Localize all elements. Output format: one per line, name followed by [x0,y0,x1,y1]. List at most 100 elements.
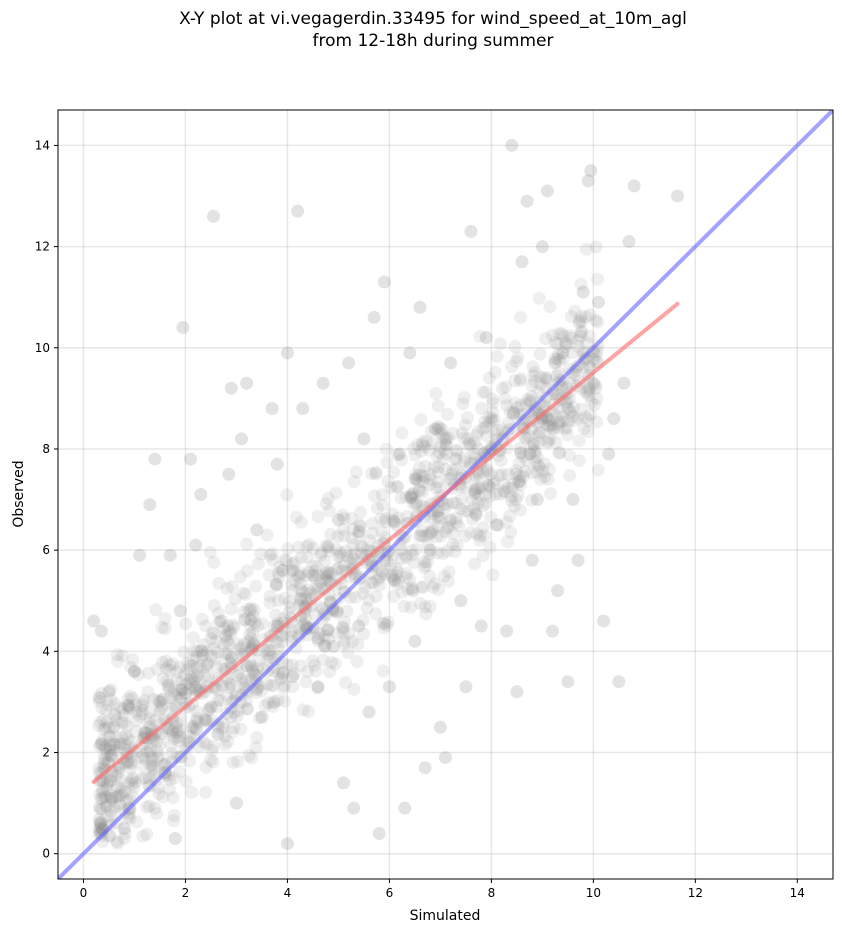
data-point [115,649,129,663]
data-point [410,496,424,510]
data-point [553,445,567,459]
data-point [337,529,351,543]
data-point [285,658,299,672]
data-point [185,785,199,799]
data-point [229,796,243,810]
data-point [237,613,251,627]
data-point [296,703,310,717]
data-point [482,478,496,492]
data-point [544,487,558,501]
data-point [311,509,325,523]
data-point [581,425,595,439]
data-point [307,658,321,672]
data-point [314,600,328,614]
data-point [562,403,576,417]
data-point [512,475,526,489]
data-point [485,392,499,406]
data-point [534,370,548,384]
data-point [558,422,572,436]
data-point [534,472,548,486]
data-point [309,572,323,586]
data-point [196,649,210,663]
data-point [254,547,268,561]
data-point [563,469,577,483]
data-point [478,415,492,429]
data-point [133,709,147,723]
data-point [111,789,125,803]
data-point [272,594,286,608]
data-point [551,417,565,431]
data-point [336,508,350,522]
data-point [560,421,574,435]
data-point [436,430,450,444]
data-point [302,537,316,551]
data-point [190,670,204,684]
data-point [582,383,596,397]
data-point [525,553,539,567]
data-point [190,661,204,675]
data-point [527,374,541,388]
data-point [566,493,580,507]
data-point [508,374,522,388]
data-point [243,619,257,633]
data-point [121,732,135,746]
data-point [439,525,453,539]
data-point [370,573,384,587]
data-point [408,472,422,486]
data-point [155,655,169,669]
data-point [513,446,527,460]
data-point [154,702,168,716]
data-point [526,360,540,374]
data-point [286,680,300,694]
data-point [342,626,356,640]
data-point [367,489,381,503]
data-point [487,477,501,491]
data-point [125,777,139,791]
data-point [543,300,557,314]
data-point [438,462,452,476]
data-point [485,411,499,425]
data-point [324,566,338,580]
data-point [362,705,376,719]
data-point [262,568,276,582]
data-point [390,577,404,591]
data-point [572,358,586,372]
data-point [444,467,458,481]
data-point [384,558,398,572]
data-point [190,704,204,718]
data-point [224,677,238,691]
data-point [318,638,332,652]
data-point [431,509,445,523]
data-point [514,310,528,324]
data-point [294,550,308,564]
data-point [556,346,570,360]
data-point [480,462,494,476]
data-point [207,209,221,223]
data-point [409,472,423,486]
data-point [203,545,217,559]
data-point [552,421,566,435]
data-point [181,656,195,670]
data-point [503,405,517,419]
data-point [322,566,336,580]
data-point [255,710,269,724]
data-point [243,603,257,617]
data-point [124,660,138,674]
data-point [552,366,566,380]
data-point [440,447,454,461]
data-point [442,472,456,486]
data-point [425,525,439,539]
data-point [246,625,260,639]
data-point [469,508,483,522]
data-point [98,742,112,756]
data-point [510,401,524,415]
data-point [373,578,387,592]
data-point [133,548,147,562]
data-point [472,488,486,502]
data-point [104,793,118,807]
y-axis-label: Observed [11,460,27,527]
data-point [391,480,405,494]
data-point [539,371,553,385]
data-point [556,409,570,423]
data-point [99,790,113,804]
